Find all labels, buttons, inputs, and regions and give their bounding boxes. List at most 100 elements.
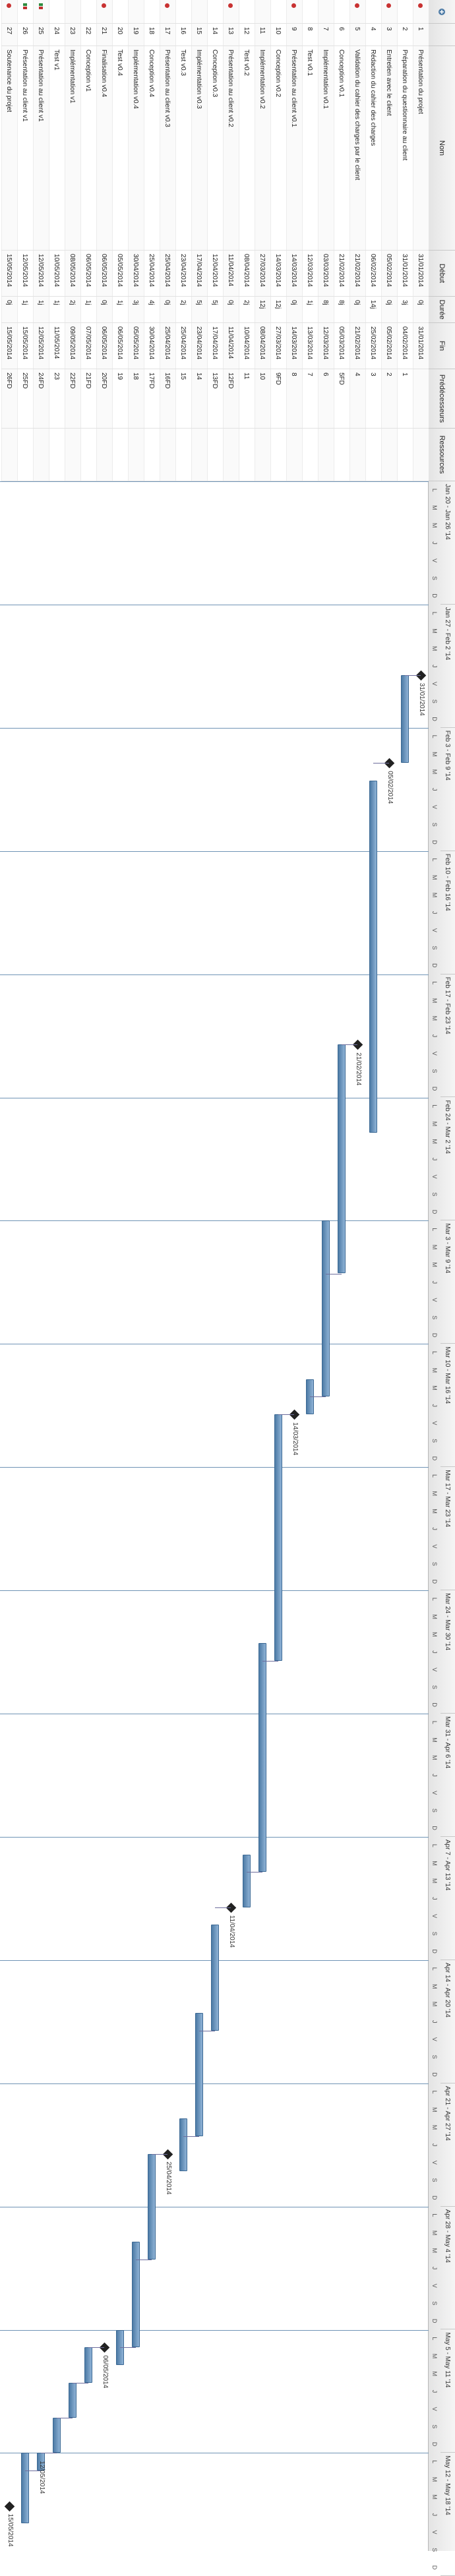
name-header[interactable]: Nom bbox=[429, 46, 455, 251]
task-bar[interactable] bbox=[369, 780, 377, 1133]
task-start[interactable]: 12/05/2014 bbox=[17, 251, 33, 297]
task-duration[interactable]: 1j bbox=[80, 297, 96, 323]
task-bar[interactable] bbox=[338, 1044, 346, 1274]
task-end[interactable]: 08/04/2014 bbox=[255, 323, 270, 369]
task-bar[interactable] bbox=[401, 674, 409, 764]
task-start[interactable]: 25/04/2014 bbox=[160, 251, 175, 297]
task-predecessors[interactable]: 9FD bbox=[270, 369, 286, 429]
table-row[interactable]: 16 Test v0.3 23/04/2014 2j 25/04/2014 15 bbox=[175, 0, 191, 481]
task-name[interactable]: Test v1 bbox=[49, 46, 65, 251]
task-duration[interactable]: 0j bbox=[160, 297, 175, 323]
task-name[interactable]: Conception v0.2 bbox=[270, 46, 286, 251]
task-resources[interactable] bbox=[65, 429, 80, 481]
task-start[interactable]: 12/03/2014 bbox=[302, 251, 318, 297]
task-name[interactable]: Test v0.3 bbox=[175, 46, 191, 251]
task-end[interactable]: 25/02/2014 bbox=[365, 323, 381, 369]
task-predecessors[interactable] bbox=[413, 369, 429, 429]
task-predecessors[interactable]: 4 bbox=[349, 369, 365, 429]
table-row[interactable]: 21 Finalisation v0.4 06/05/2014 0j 06/05/201… bbox=[96, 0, 112, 481]
task-duration[interactable]: 1j bbox=[17, 297, 33, 323]
task-duration[interactable]: 0j bbox=[381, 297, 397, 323]
task-bar[interactable] bbox=[21, 2453, 29, 2524]
task-name[interactable]: Présentation du projet bbox=[413, 46, 429, 251]
task-duration[interactable]: 8j bbox=[318, 297, 334, 323]
task-duration[interactable]: 5j bbox=[207, 297, 223, 323]
task-name[interactable]: Test v0.4 bbox=[112, 46, 128, 251]
task-duration[interactable]: 0j bbox=[223, 297, 239, 323]
table-row[interactable]: 10 Conception v0.2 14/03/2014 12j 27/03/2014… bbox=[270, 0, 286, 481]
task-predecessors[interactable]: 12FD bbox=[223, 369, 239, 429]
predecessors-header[interactable]: Prédécesseurs bbox=[429, 369, 455, 429]
task-end[interactable]: 14/03/2014 bbox=[286, 323, 302, 369]
task-duration[interactable]: 0j bbox=[413, 297, 429, 323]
task-start[interactable]: 30/04/2014 bbox=[128, 251, 144, 297]
task-end[interactable]: 05/05/2014 bbox=[128, 323, 144, 369]
table-row[interactable]: 7 Implémentation v0.1 03/03/2014 8j 12/03/20… bbox=[318, 0, 334, 481]
task-resources[interactable] bbox=[381, 429, 397, 481]
task-predecessors[interactable]: 6 bbox=[318, 369, 334, 429]
table-row[interactable]: 23 Implémentation v1 08/05/2014 2j 09/05/201… bbox=[65, 0, 80, 481]
task-start[interactable]: 21/02/2014 bbox=[334, 251, 349, 297]
task-name[interactable]: Présentation au client v0.2 bbox=[223, 46, 239, 251]
task-start[interactable]: 31/01/2014 bbox=[413, 251, 429, 297]
task-start[interactable]: 14/03/2014 bbox=[286, 251, 302, 297]
table-row[interactable]: 14 Conception v0.3 12/04/2014 5j 17/04/2014 1… bbox=[207, 0, 223, 481]
task-name[interactable]: Présentation au client v1 bbox=[17, 46, 33, 251]
milestone-marker[interactable] bbox=[4, 2501, 15, 2511]
task-predecessors[interactable]: 25FD bbox=[17, 369, 33, 429]
task-duration[interactable]: 8j bbox=[334, 297, 349, 323]
task-bar[interactable] bbox=[69, 2382, 76, 2418]
task-duration[interactable]: 1j bbox=[112, 297, 128, 323]
task-end[interactable]: 09/05/2014 bbox=[65, 323, 80, 369]
task-bar[interactable] bbox=[211, 1925, 219, 2031]
task-start[interactable]: 17/04/2014 bbox=[191, 251, 207, 297]
task-duration[interactable]: 14j bbox=[365, 297, 381, 323]
task-predecessors[interactable]: 5FD bbox=[334, 369, 349, 429]
task-duration[interactable]: 2j bbox=[239, 297, 255, 323]
task-start[interactable]: 12/05/2014 bbox=[33, 251, 49, 297]
task-resources[interactable] bbox=[239, 429, 255, 481]
task-end[interactable]: 11/04/2014 bbox=[223, 323, 239, 369]
task-end[interactable]: 05/03/2014 bbox=[334, 323, 349, 369]
task-predecessors[interactable]: 18 bbox=[128, 369, 144, 429]
table-row[interactable]: 27 Soutenance du projet 15/05/2014 0j 15/05/… bbox=[1, 0, 17, 481]
task-start[interactable]: 25/04/2014 bbox=[144, 251, 160, 297]
task-resources[interactable] bbox=[96, 429, 112, 481]
task-resources[interactable] bbox=[413, 429, 429, 481]
task-start[interactable]: 11/04/2014 bbox=[223, 251, 239, 297]
task-name[interactable]: Conception v0.1 bbox=[334, 46, 349, 251]
task-resources[interactable] bbox=[112, 429, 128, 481]
task-duration[interactable]: 2j bbox=[65, 297, 80, 323]
table-row[interactable]: 18 Conception v0.4 25/04/2014 4j 30/04/2014 1… bbox=[144, 0, 160, 481]
task-name[interactable]: Conception v0.3 bbox=[207, 46, 223, 251]
task-name[interactable]: Test v0.1 bbox=[302, 46, 318, 251]
task-end[interactable]: 12/05/2014 bbox=[33, 323, 49, 369]
end-header[interactable]: Fin bbox=[429, 323, 455, 369]
table-row[interactable]: 3 Entretien avec le client 05/02/2014 0j 05/… bbox=[381, 0, 397, 481]
task-bar[interactable] bbox=[132, 2242, 140, 2348]
task-duration[interactable]: 5j bbox=[191, 297, 207, 323]
table-row[interactable]: 2 Préparation du questionnaire au client 3… bbox=[397, 0, 413, 481]
task-start[interactable]: 06/05/2014 bbox=[96, 251, 112, 297]
task-name[interactable]: Validation du cahier des charges par le … bbox=[349, 46, 365, 251]
task-name[interactable]: Implémentation v0.4 bbox=[128, 46, 144, 251]
task-bar[interactable] bbox=[84, 2347, 92, 2383]
task-resources[interactable] bbox=[318, 429, 334, 481]
expand-all-icon[interactable] bbox=[429, 0, 455, 24]
task-duration[interactable]: 3j bbox=[397, 297, 413, 323]
task-name[interactable]: Rédaction du cahier des charges bbox=[365, 46, 381, 251]
task-end[interactable]: 27/03/2014 bbox=[270, 323, 286, 369]
task-predecessors[interactable]: 23 bbox=[49, 369, 65, 429]
task-end[interactable]: 25/04/2014 bbox=[175, 323, 191, 369]
table-row[interactable]: 9 Présentation au client v0.1 14/03/2014 0j… bbox=[286, 0, 302, 481]
task-end[interactable]: 31/01/2014 bbox=[413, 323, 429, 369]
task-start[interactable]: 31/01/2014 bbox=[397, 251, 413, 297]
task-resources[interactable] bbox=[349, 429, 365, 481]
task-start[interactable]: 06/05/2014 bbox=[80, 251, 96, 297]
table-row[interactable]: 19 Implémentation v0.4 30/04/2014 3j 05/05/2… bbox=[128, 0, 144, 481]
task-start[interactable]: 05/05/2014 bbox=[112, 251, 128, 297]
task-bar[interactable] bbox=[53, 2418, 61, 2453]
task-bar[interactable] bbox=[274, 1414, 282, 1661]
task-start[interactable]: 05/02/2014 bbox=[381, 251, 397, 297]
task-bar[interactable] bbox=[258, 1643, 266, 1872]
